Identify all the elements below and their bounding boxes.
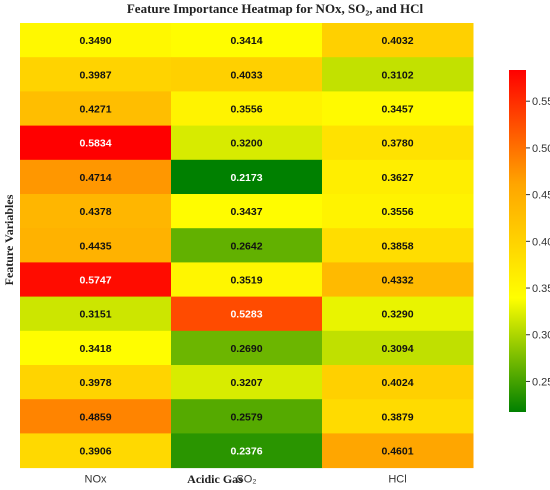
heatmap-cell <box>171 228 323 263</box>
heatmap-cell <box>20 23 172 58</box>
colorbar-tick-label: 0.40 <box>532 236 550 248</box>
cell-value-label: 0.2642 <box>230 240 262 252</box>
cell-value-label: 0.3978 <box>79 377 111 389</box>
cell-value-label: 0.3627 <box>381 172 413 184</box>
x-tick-label: SO₂ <box>236 474 256 486</box>
x-tick-label: NOx <box>85 474 108 486</box>
heatmap-cell <box>171 399 323 434</box>
colorbar-tick-label: 0.25 <box>532 376 550 388</box>
cell-value-label: 0.3987 <box>79 69 111 81</box>
heatmap-cell <box>171 262 323 298</box>
heatmap-cell <box>322 57 474 92</box>
cell-value-label: 0.3457 <box>381 104 413 116</box>
cell-value-label: 0.3858 <box>381 240 413 252</box>
colorbar-tick-label: 0.55 <box>532 96 550 108</box>
heatmap-cell <box>20 262 172 298</box>
colorbar-tick-label: 0.35 <box>532 283 550 295</box>
cell-value-label: 0.4032 <box>381 35 413 47</box>
heatmap-cell <box>20 159 172 195</box>
heatmap-cell <box>171 330 323 366</box>
heatmap-cell <box>322 125 474 161</box>
heatmap-cell <box>20 399 172 434</box>
cell-value-label: 0.5834 <box>79 138 111 150</box>
colorbar-tick-label: 0.50 <box>532 143 550 155</box>
heatmap-cell <box>322 433 474 469</box>
cell-value-label: 0.4859 <box>79 411 111 423</box>
heatmap-cell <box>20 125 172 161</box>
y-axis-title: Feature Variables <box>2 194 16 285</box>
heatmap-cell <box>171 365 323 400</box>
heatmap-cell <box>322 91 474 127</box>
cell-value-label: 0.3437 <box>230 206 262 218</box>
colorbar-ticks: 0.25 0.30 0.35 0.40 0.45 0.50 0.55 <box>526 96 550 388</box>
heatmap-cell <box>322 330 474 366</box>
heatmap-cells: 0.3490 0.3414 0.4032 0.3987 0.4033 0.3102 0.42… <box>20 23 474 469</box>
cell-value-label: 0.3879 <box>381 411 413 423</box>
cell-value-label: 0.4271 <box>79 104 111 116</box>
cell-value-label: 0.2579 <box>230 411 262 423</box>
cell-value-label: 0.3906 <box>79 446 111 458</box>
cell-value-label: 0.4024 <box>381 377 413 389</box>
cell-value-label: 0.3290 <box>381 309 413 321</box>
cell-value-label: 0.3200 <box>230 138 262 150</box>
heatmap-cell <box>171 91 323 127</box>
cell-value-label: 0.3102 <box>381 69 413 81</box>
heatmap-cell <box>322 296 474 332</box>
cell-value-label: 0.3780 <box>381 138 413 150</box>
cell-value-label: 0.3556 <box>381 206 413 218</box>
cell-value-label: 0.3414 <box>230 35 262 47</box>
heatmap-cell <box>322 399 474 434</box>
cell-value-label: 0.3207 <box>230 377 262 389</box>
colorbar-tick-label: 0.45 <box>532 190 550 202</box>
heatmap-cell <box>171 296 323 332</box>
colorbar-tick-label: 0.30 <box>532 330 550 342</box>
cell-value-label: 0.4601 <box>381 446 413 458</box>
heatmap-cell <box>171 433 323 469</box>
heatmap-cell <box>322 262 474 298</box>
heatmap-cell <box>171 23 323 58</box>
heatmap-cell <box>20 194 172 229</box>
x-axis-title: Acidic Gas <box>187 472 243 486</box>
colorbar <box>509 70 526 412</box>
cell-value-label: 0.2690 <box>230 343 262 355</box>
cell-value-label: 0.5283 <box>230 309 262 321</box>
cell-value-label: 0.2173 <box>230 172 262 184</box>
cell-value-label: 0.3490 <box>79 35 111 47</box>
heatmap-cell <box>20 91 172 127</box>
heatmap-cell <box>20 228 172 263</box>
heatmap-cell <box>171 57 323 92</box>
cell-value-label: 0.3151 <box>79 309 111 321</box>
heatmap-cell <box>322 194 474 229</box>
x-axis-ticks: NOx SO₂ HCl <box>85 474 407 486</box>
cell-value-label: 0.4332 <box>381 275 413 287</box>
x-tick-label: HCl <box>388 474 406 486</box>
heatmap-cell <box>20 365 172 400</box>
cell-value-label: 0.2376 <box>230 446 262 458</box>
cell-value-label: 0.5747 <box>79 275 111 287</box>
heatmap-cell <box>20 57 172 92</box>
heatmap-cell <box>322 23 474 58</box>
heatmap-cell <box>322 228 474 263</box>
cell-value-label: 0.3094 <box>381 343 413 355</box>
cell-value-label: 0.4435 <box>79 240 111 252</box>
heatmap-cell <box>171 125 323 161</box>
cell-value-label: 0.3418 <box>79 343 111 355</box>
cell-value-label: 0.3556 <box>230 104 262 116</box>
heatmap-cell <box>322 159 474 195</box>
cell-value-label: 0.3519 <box>230 275 262 287</box>
cell-value-label: 0.4714 <box>79 172 111 184</box>
heatmap-cell <box>322 365 474 400</box>
heatmap-cell <box>20 433 172 469</box>
chart-title: Feature Importance Heatmap for NOx, SO₂,… <box>127 1 424 16</box>
cell-value-label: 0.4378 <box>79 206 111 218</box>
heatmap-cell <box>171 159 323 195</box>
heatmap-cell <box>171 194 323 229</box>
cell-value-label: 0.4033 <box>230 69 262 81</box>
heatmap-cell <box>20 330 172 366</box>
heatmap-cell <box>20 296 172 332</box>
